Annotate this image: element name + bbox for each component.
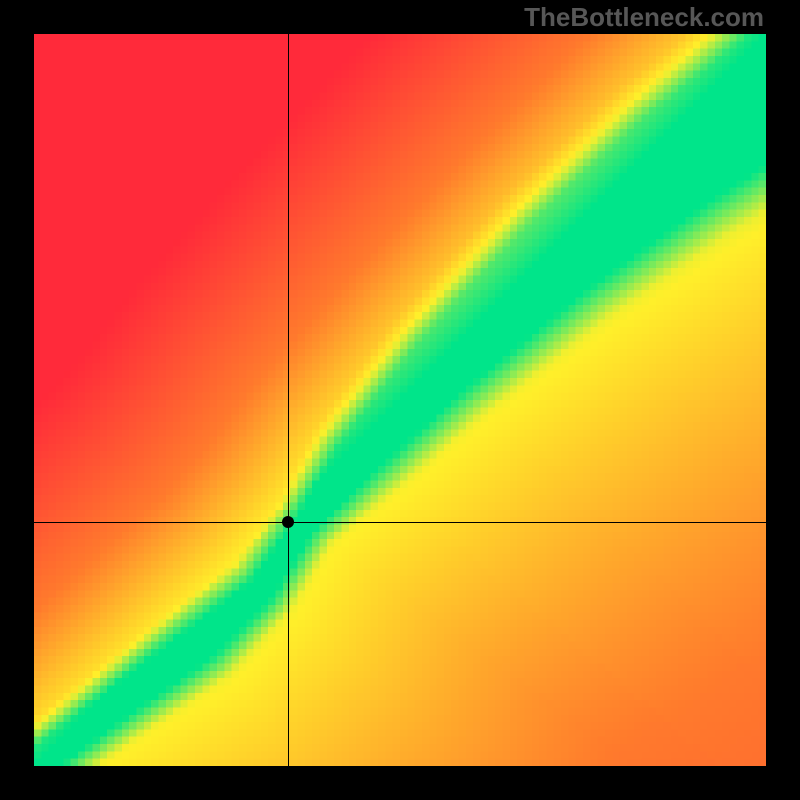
watermark-text: TheBottleneck.com	[524, 2, 764, 33]
chart-container: TheBottleneck.com	[0, 0, 800, 800]
selection-marker	[282, 516, 294, 528]
crosshair-horizontal	[34, 522, 766, 523]
crosshair-vertical	[288, 34, 289, 766]
bottleneck-heatmap	[34, 34, 766, 766]
